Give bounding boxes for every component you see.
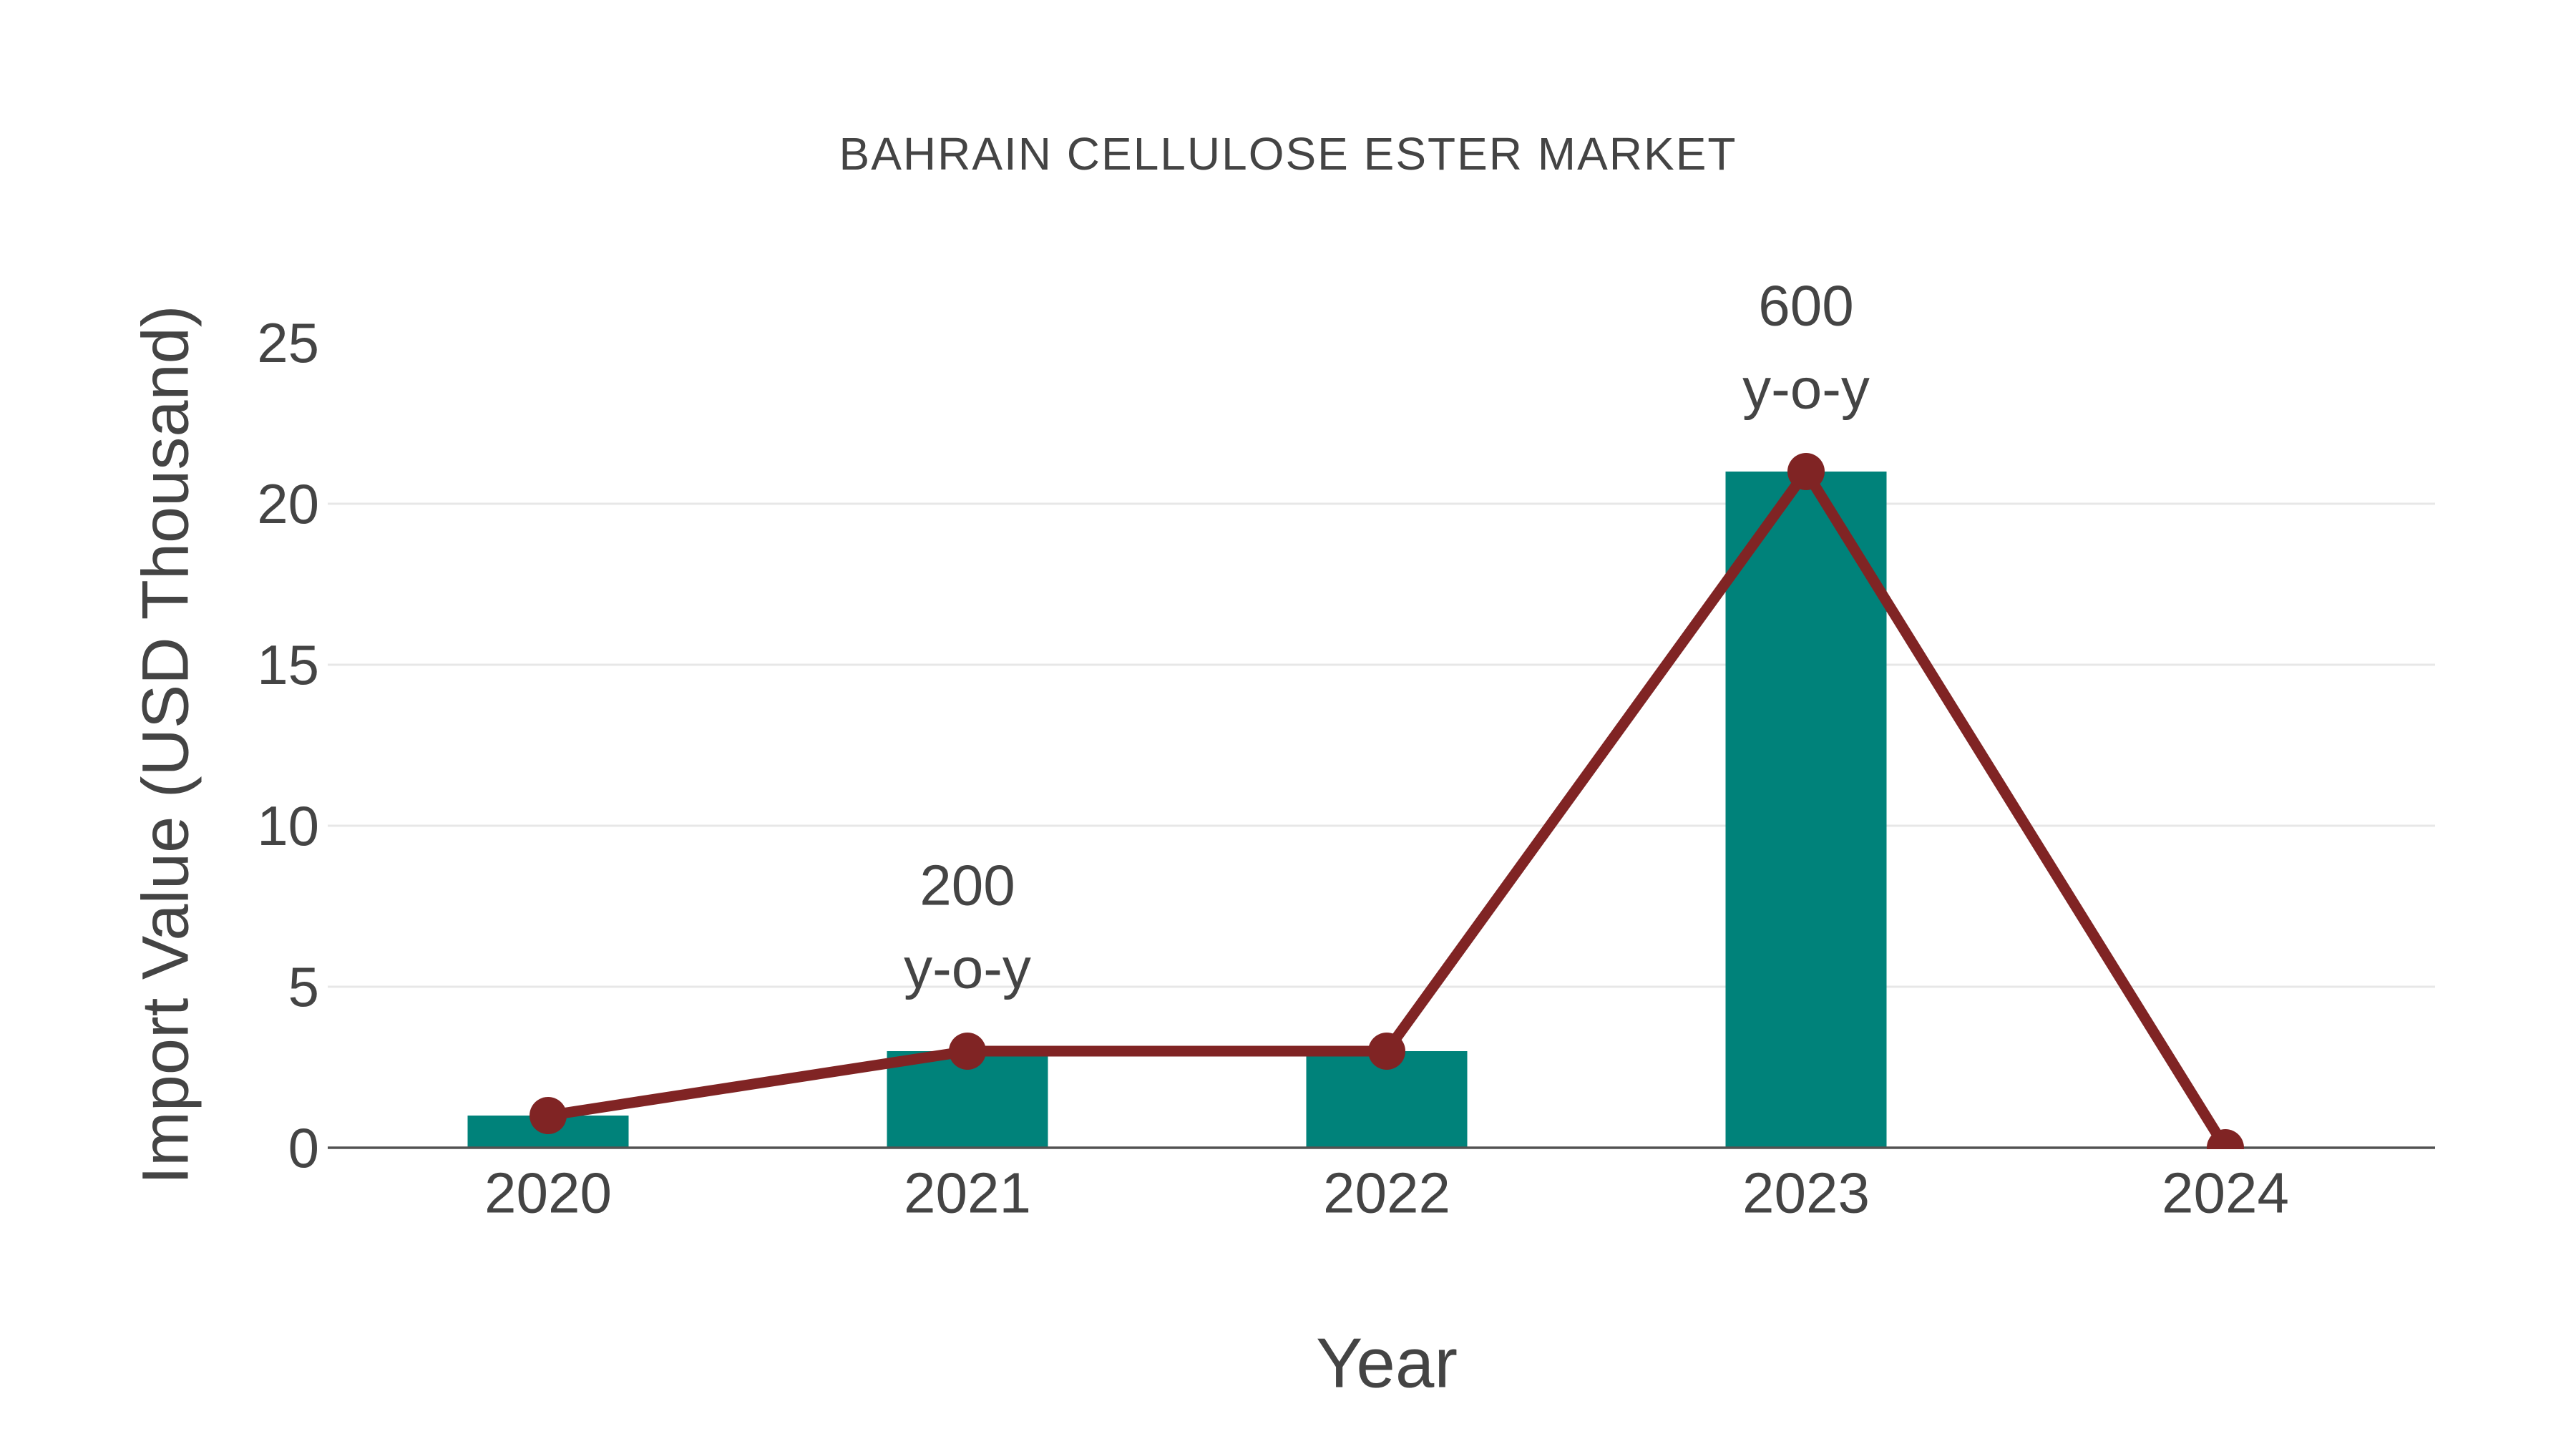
x-tick-labels: 2020 2021 2022 2023 2024 — [484, 1161, 2289, 1225]
y-tick-label-15: 15 — [257, 633, 319, 696]
annotation-2021-label: y-o-y — [904, 937, 1031, 1000]
bar-2023 — [1725, 472, 1887, 1148]
annotation-2021-value: 200 — [919, 854, 1015, 917]
chart-title: BAHRAIN CELLULOSE ESTER MARKET — [839, 128, 1737, 180]
y-tick-label-0: 0 — [288, 1116, 319, 1179]
y-tick-label-25: 25 — [257, 311, 319, 374]
x-tick-label-2020: 2020 — [484, 1161, 612, 1225]
x-tick-label-2023: 2023 — [1742, 1161, 1870, 1225]
marker-2022 — [1368, 1033, 1405, 1070]
y-tick-label-10: 10 — [257, 794, 319, 857]
annotations: 200 y-o-y 600 y-o-y — [904, 274, 1870, 1000]
annotation-2023-value: 600 — [1758, 274, 1853, 338]
marker-2024 — [2207, 1129, 2244, 1149]
x-axis-title: Year — [1315, 1323, 1458, 1402]
gridlines — [328, 502, 2435, 988]
y-tick-labels: 0 5 10 15 20 25 — [257, 311, 319, 1179]
y-tick-label-20: 20 — [257, 472, 319, 535]
marker-2020 — [530, 1097, 567, 1134]
marker-2021 — [949, 1033, 986, 1070]
x-tick-label-2021: 2021 — [904, 1161, 1031, 1225]
annotation-2023-label: y-o-y — [1742, 357, 1870, 421]
x-tick-label-2022: 2022 — [1323, 1161, 1450, 1225]
x-tick-label-2024: 2024 — [2162, 1161, 2289, 1225]
marker-2023 — [1787, 453, 1825, 490]
trend-line-series — [530, 453, 2244, 1149]
y-tick-label-5: 5 — [288, 955, 319, 1018]
